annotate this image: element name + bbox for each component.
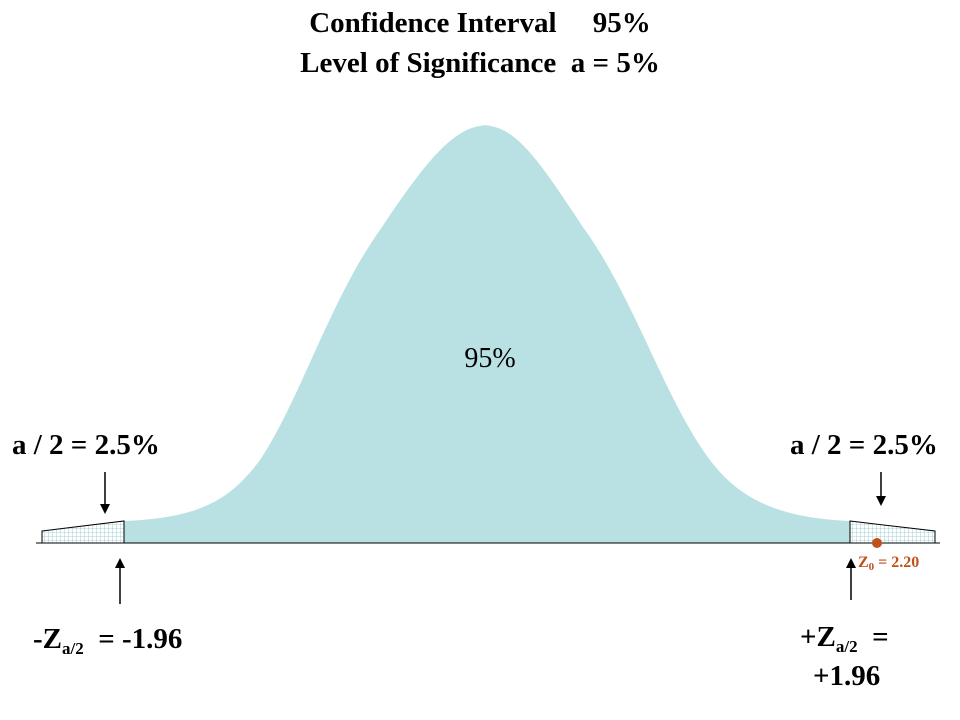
title-line-2: Level of Significance a = 5% xyxy=(300,47,660,79)
right-tail-label: a / 2 = 2.5% xyxy=(790,429,938,461)
left-critical-value: -Za/2 = -1.96 xyxy=(33,623,183,658)
right-critical-value-line2: +1.96 xyxy=(813,660,881,692)
right-critical-arrowhead xyxy=(846,558,856,568)
right-critical-value: +Za/2 = xyxy=(800,621,889,656)
left-tail-arrowhead xyxy=(100,504,110,514)
left-critical-arrowhead xyxy=(115,558,125,568)
left-tail-label: a / 2 = 2.5% xyxy=(12,429,160,461)
right-tail-arrowhead xyxy=(876,496,886,506)
title-line-1: Confidence Interval 95% xyxy=(309,7,651,39)
acceptance-region xyxy=(124,125,850,543)
test-statistic-label: Z0 = 2.20 xyxy=(858,554,920,573)
right-rejection-region xyxy=(849,520,936,544)
left-rejection-region xyxy=(41,520,125,544)
acceptance-region-label: 95% xyxy=(464,343,516,374)
test-statistic-point xyxy=(872,538,882,548)
